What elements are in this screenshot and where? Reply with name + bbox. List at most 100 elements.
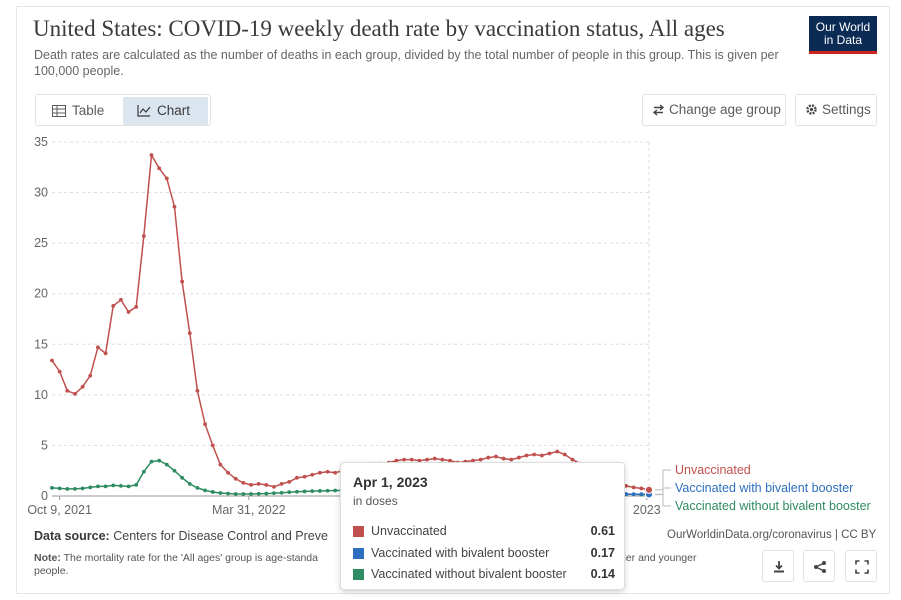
- data-point: [187, 331, 192, 336]
- swap-arrows-icon: [652, 104, 665, 116]
- data-point: [218, 491, 223, 495]
- data-point: [50, 486, 54, 490]
- data-point: [516, 455, 521, 460]
- data-point: [210, 443, 215, 448]
- data-point: [310, 472, 315, 477]
- tooltip-swatch: [353, 548, 364, 559]
- legend-label: Vaccinated without bivalent booster: [675, 499, 871, 513]
- data-point: [287, 490, 292, 495]
- data-point: [149, 153, 154, 158]
- data-point: [241, 492, 246, 496]
- data-point: [432, 456, 437, 461]
- source-url[interactable]: OurWorldinData.org/coronavirus | CC BY: [667, 529, 877, 541]
- data-point: [287, 479, 292, 484]
- download-icon: [774, 561, 784, 573]
- y-tick-label: 25: [34, 236, 48, 250]
- data-point: [256, 481, 261, 486]
- data-point: [562, 452, 567, 457]
- data-point: [88, 373, 93, 378]
- data-point: [126, 310, 131, 314]
- data-point: [486, 455, 491, 460]
- tooltip-date: Apr 1, 2023: [353, 474, 428, 490]
- data-point: [256, 491, 261, 496]
- logo-line-1: Our World: [815, 20, 871, 34]
- tab-table[interactable]: Table: [38, 97, 122, 125]
- data-point: [103, 351, 108, 356]
- data-point: [310, 489, 315, 494]
- download-button[interactable]: [762, 550, 794, 582]
- expand-icon: [855, 560, 869, 574]
- tooltip-series-name: Vaccinated without bivalent booster: [371, 567, 567, 581]
- y-tick-label: 30: [34, 186, 48, 200]
- tab-chart-label: Chart: [157, 103, 191, 118]
- data-point: [402, 457, 406, 462]
- tooltip-swatch: [353, 526, 364, 537]
- data-point: [279, 490, 284, 495]
- table-icon: [52, 105, 66, 117]
- data-point: [65, 487, 70, 491]
- data-point: [509, 457, 514, 462]
- tooltip-series-value: 0.61: [590, 524, 615, 538]
- data-point: [302, 489, 307, 494]
- data-point: [233, 492, 238, 496]
- data-point: [226, 491, 230, 496]
- data-point: [264, 491, 269, 496]
- data-point: [478, 457, 483, 462]
- y-tick-label: 15: [34, 337, 48, 351]
- data-point: [631, 492, 636, 497]
- data-point: [272, 484, 276, 489]
- data-point: [249, 492, 253, 496]
- data-source-text[interactable]: Centers for Disease Control and Preve: [113, 529, 328, 543]
- data-point: [203, 488, 207, 493]
- data-point: [180, 475, 185, 480]
- tooltip-row: Vaccinated with bivalent booster 0.17: [353, 545, 615, 563]
- data-point: [494, 454, 498, 459]
- note-text-right: der and younger: [620, 552, 697, 564]
- data-point: [96, 484, 100, 489]
- tab-chart[interactable]: Chart: [123, 97, 208, 125]
- data-point: [295, 475, 299, 480]
- legend-label: Vaccinated with bivalent booster: [675, 481, 853, 495]
- data-point: [141, 234, 146, 238]
- footer-note: Note: The mortality rate for the 'All ag…: [34, 552, 734, 578]
- change-age-group-button[interactable]: Change age group: [642, 94, 786, 126]
- x-tick-label: Mar 31, 2022: [212, 503, 286, 517]
- tooltip-row: Vaccinated without bivalent booster 0.14: [353, 566, 615, 584]
- owid-logo[interactable]: Our World in Data: [809, 16, 877, 54]
- line-chart-icon: [137, 105, 151, 117]
- data-point: [295, 489, 299, 494]
- note-text: The mortality rate for the 'All ages' gr…: [63, 552, 318, 564]
- data-source-label: Data source:: [34, 529, 110, 543]
- view-tabs: Table Chart: [35, 94, 211, 126]
- tooltip-unit: in doses: [353, 494, 398, 508]
- y-tick-label: 10: [34, 388, 48, 402]
- data-point: [325, 469, 330, 474]
- fullscreen-button[interactable]: [845, 550, 877, 582]
- data-point: [80, 384, 85, 389]
- data-point: [325, 488, 330, 493]
- data-point: [241, 480, 246, 485]
- share-icon: [814, 561, 826, 573]
- settings-button[interactable]: Settings: [795, 94, 877, 126]
- data-point: [88, 485, 93, 490]
- share-button[interactable]: [803, 550, 835, 582]
- tooltip-series-value: 0.14: [590, 567, 615, 581]
- data-point: [164, 462, 169, 467]
- data-point: [317, 470, 322, 475]
- data-point: [501, 456, 506, 461]
- data-point: [631, 485, 636, 490]
- legend-leader-line: [655, 494, 671, 507]
- data-point: [333, 488, 338, 493]
- data-point: [195, 486, 200, 490]
- series-line: [51, 152, 650, 491]
- series-unvaccinated: [50, 152, 654, 494]
- data-point: [264, 482, 269, 487]
- data-point: [279, 481, 284, 486]
- data-point: [73, 487, 77, 491]
- data-point: [448, 458, 452, 463]
- tooltip-series-value: 0.17: [590, 546, 615, 560]
- tooltip-series-name: Unvaccinated: [371, 524, 447, 538]
- data-point: [73, 391, 77, 396]
- data-point: [203, 422, 207, 427]
- data-point: [157, 166, 162, 171]
